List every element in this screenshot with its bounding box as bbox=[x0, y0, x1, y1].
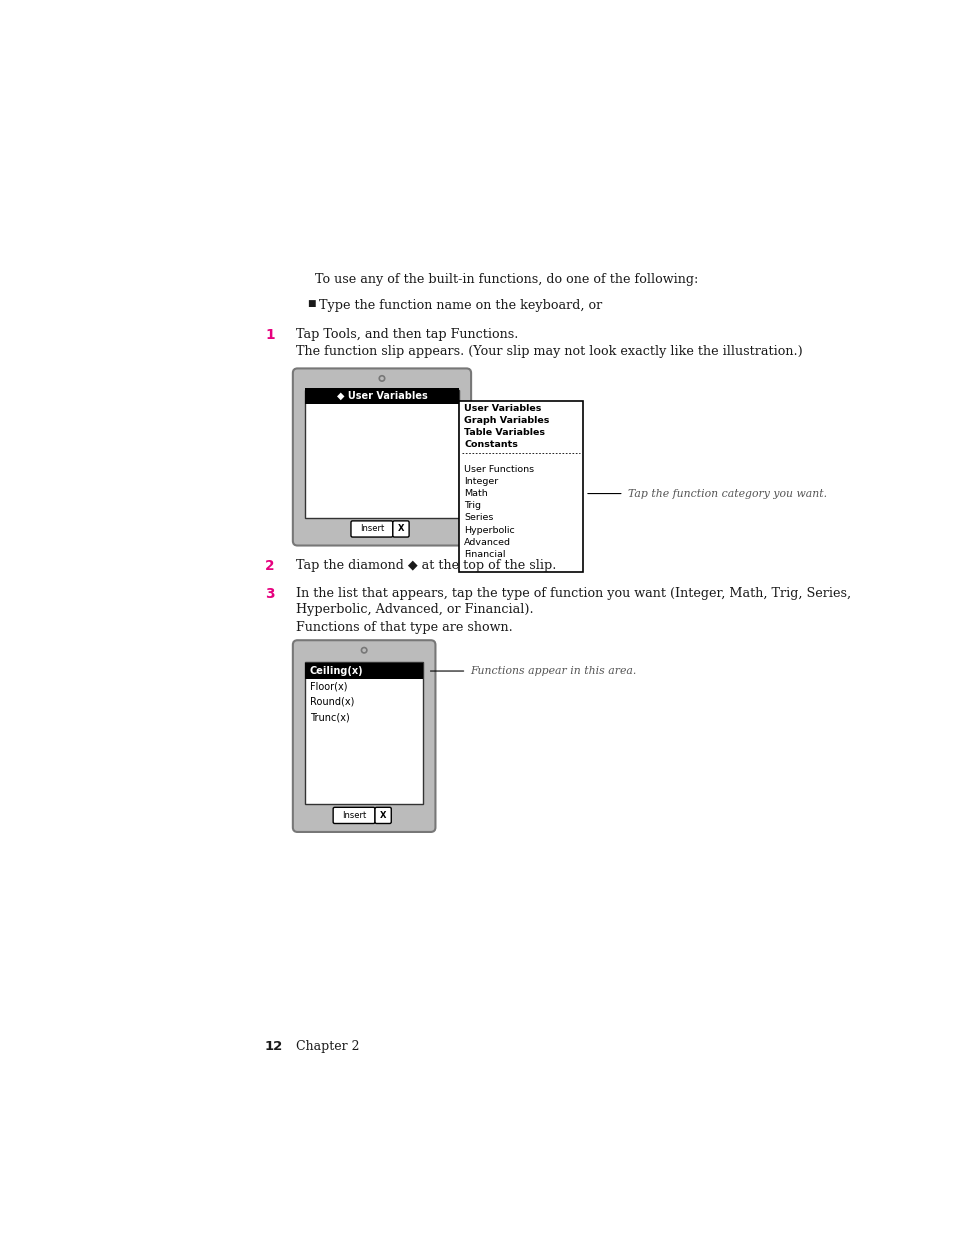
Bar bbox=[305, 390, 458, 517]
Text: Tap Tools, and then tap Functions.: Tap Tools, and then tap Functions. bbox=[295, 327, 517, 341]
Text: Functions of that type are shown.: Functions of that type are shown. bbox=[295, 621, 512, 634]
Text: Financial: Financial bbox=[464, 550, 505, 559]
Text: 2: 2 bbox=[265, 559, 274, 573]
FancyBboxPatch shape bbox=[293, 640, 435, 832]
Text: 12: 12 bbox=[265, 1040, 283, 1053]
Text: In the list that appears, tap the type of function you want (Integer, Math, Trig: In the list that appears, tap the type o… bbox=[295, 587, 850, 600]
Text: Insert: Insert bbox=[341, 811, 366, 820]
Text: Trunc(x): Trunc(x) bbox=[310, 713, 350, 722]
Text: Series: Series bbox=[464, 514, 493, 522]
Text: Hyperbolic: Hyperbolic bbox=[464, 526, 515, 535]
Text: Trig: Trig bbox=[464, 501, 480, 510]
FancyBboxPatch shape bbox=[393, 521, 409, 537]
Text: Type the function name on the keyboard, or: Type the function name on the keyboard, … bbox=[319, 299, 601, 312]
Text: X: X bbox=[379, 811, 386, 820]
Text: Round(x): Round(x) bbox=[310, 697, 354, 706]
Text: Floor(x): Floor(x) bbox=[310, 682, 347, 692]
Text: ◆ Integer: ◆ Integer bbox=[340, 667, 387, 677]
Bar bbox=[305, 662, 422, 804]
Text: Chapter 2: Chapter 2 bbox=[295, 1040, 359, 1053]
Bar bbox=[305, 663, 422, 679]
Text: ■: ■ bbox=[307, 299, 315, 308]
Text: ◆ User Variables: ◆ User Variables bbox=[336, 391, 427, 401]
Text: 1: 1 bbox=[265, 327, 274, 342]
FancyBboxPatch shape bbox=[293, 368, 471, 546]
Text: User Variables: User Variables bbox=[464, 404, 541, 412]
Text: Advanced: Advanced bbox=[464, 538, 511, 547]
Text: Tap the function category you want.: Tap the function category you want. bbox=[627, 489, 826, 499]
Text: 3: 3 bbox=[265, 587, 274, 601]
Text: Constants: Constants bbox=[464, 440, 517, 450]
Text: X: X bbox=[397, 525, 404, 534]
Text: Insert: Insert bbox=[359, 525, 384, 534]
Bar bbox=[458, 401, 582, 572]
Text: Math: Math bbox=[464, 489, 487, 498]
FancyBboxPatch shape bbox=[333, 808, 375, 824]
Text: Functions appear in this area.: Functions appear in this area. bbox=[470, 666, 636, 676]
Text: Tap the diamond ◆ at the top of the slip.: Tap the diamond ◆ at the top of the slip… bbox=[295, 559, 556, 572]
Bar bbox=[305, 389, 458, 404]
Text: Integer: Integer bbox=[464, 477, 497, 485]
FancyBboxPatch shape bbox=[351, 521, 393, 537]
Text: Hyperbolic, Advanced, or Financial).: Hyperbolic, Advanced, or Financial). bbox=[295, 603, 533, 616]
Text: Graph Variables: Graph Variables bbox=[464, 416, 549, 425]
Text: To use any of the built-in functions, do one of the following:: To use any of the built-in functions, do… bbox=[314, 273, 698, 287]
Text: The function slip appears. (Your slip may not look exactly like the illustration: The function slip appears. (Your slip ma… bbox=[295, 346, 801, 358]
Text: Ceiling(x): Ceiling(x) bbox=[310, 666, 363, 676]
FancyBboxPatch shape bbox=[375, 808, 391, 824]
Text: Table Variables: Table Variables bbox=[464, 429, 544, 437]
Text: User Functions: User Functions bbox=[464, 464, 534, 474]
